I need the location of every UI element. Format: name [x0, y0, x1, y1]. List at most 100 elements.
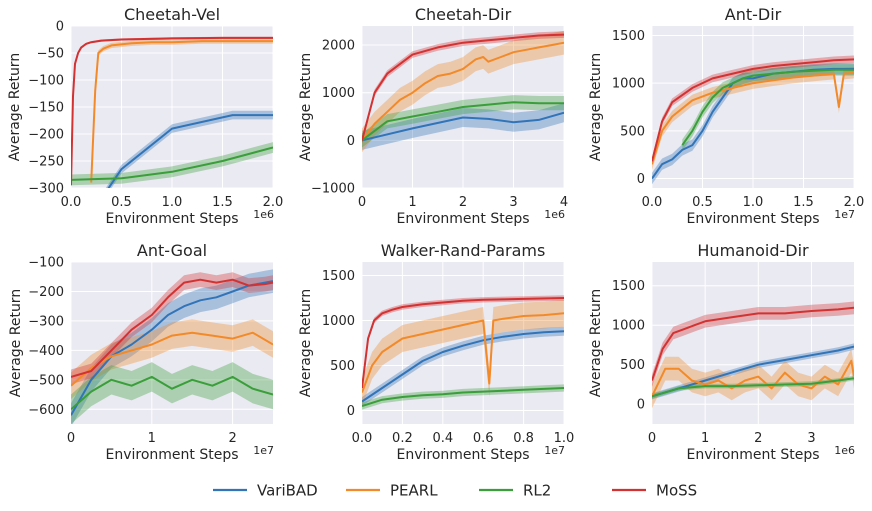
line-rl2 — [681, 68, 854, 146]
line-moss — [362, 33, 564, 141]
y-tick-label: −300 — [28, 182, 64, 197]
y-tick-label: 1000 — [322, 314, 355, 329]
chart-title: Cheetah-Vel — [124, 5, 220, 24]
x-tick-label: 2 — [228, 431, 236, 446]
band-rl2 — [652, 375, 854, 399]
series-group — [71, 269, 273, 424]
y-tick-label: −300 — [28, 314, 64, 329]
y-tick-label: 0 — [56, 20, 64, 35]
chart-title: Walker-Rand-Params — [381, 241, 546, 260]
y-axis-label: Average Return — [588, 53, 604, 161]
x-tick-label: 4 — [560, 195, 568, 210]
y-tick-label: 1000 — [612, 319, 645, 334]
band-varibad — [105, 110, 273, 188]
x-tick-label: 3 — [807, 431, 815, 446]
x-axis-label: Environment Steps — [105, 211, 238, 227]
y-axis-label: Average Return — [8, 289, 24, 397]
y-axis-label: Average Return — [298, 289, 314, 397]
x-tick-label: 2.0 — [263, 195, 284, 210]
line-pearl — [652, 71, 854, 165]
x-tick-label: 1.5 — [793, 195, 814, 210]
line-varibad — [362, 111, 564, 142]
y-tick-label: 1500 — [612, 279, 645, 294]
legend: VariBAD PEARL RL2 MoSS — [213, 482, 697, 500]
series-group — [652, 55, 854, 185]
x-tick-label: 2.0 — [844, 195, 865, 210]
x-tick-label: 0.5 — [692, 195, 713, 210]
y-tick-label: −600 — [28, 403, 64, 418]
line-pearl — [90, 40, 273, 183]
subplot-3: 0.0 0.5 1.0 1.5 2.0 0 500 1000 1500 1e7 Environmen… — [588, 5, 864, 227]
chart-title: Cheetah-Dir — [415, 5, 512, 24]
line-moss — [362, 297, 564, 389]
line-pearl — [362, 312, 564, 393]
legend-label-moss: MoSS — [656, 482, 697, 500]
band-varibad — [362, 103, 564, 150]
x-tick-label: 1 — [148, 431, 156, 446]
x-tick-label: 0.0 — [352, 431, 373, 446]
chart-title: Ant-Dir — [725, 5, 782, 24]
y-tick-label: −200 — [28, 285, 64, 300]
y-tick-label: 0 — [347, 404, 355, 419]
x-tick-label: 0.0 — [61, 195, 82, 210]
legend-label-pearl: PEARL — [390, 482, 438, 500]
x-tick-label: 0.8 — [513, 431, 534, 446]
y-axis-label: Average Return — [7, 53, 23, 161]
x-scale-label: 1e6 — [834, 444, 855, 457]
y-tick-label: 1000 — [612, 77, 645, 92]
x-tick-label: 1.0 — [162, 195, 183, 210]
legend-label-varibad: VariBAD — [257, 482, 318, 500]
y-tick-label: −500 — [28, 373, 64, 388]
line-rl2 — [71, 375, 273, 411]
x-tick-label: 1.5 — [212, 195, 233, 210]
y-tick-label: −200 — [28, 128, 64, 143]
line-pearl — [362, 41, 564, 142]
band-pearl — [362, 299, 564, 406]
x-scale-label: 1e7 — [544, 444, 565, 457]
x-tick-label: 1.0 — [554, 431, 575, 446]
y-tick-label: −250 — [28, 155, 64, 170]
line-varibad — [652, 345, 854, 398]
y-tick-label: −1000 — [311, 182, 355, 197]
x-scale-label: 1e7 — [834, 208, 855, 221]
x-axis-label: Environment Steps — [105, 447, 238, 463]
x-tick-label: 2 — [459, 195, 467, 210]
subplot-4: 0 1 2 −600 −500 −400 −300 −200 −100 1e7 Environmen… — [8, 241, 274, 463]
x-tick-label: 2 — [754, 431, 762, 446]
line-rl2 — [652, 377, 854, 398]
x-scale-label: 1e7 — [253, 444, 274, 457]
x-axis-label: Environment Steps — [686, 211, 819, 227]
x-scale-label: 1e6 — [253, 208, 274, 221]
band-pearl — [652, 67, 854, 170]
line-pearl — [71, 331, 273, 387]
x-tick-label: 1 — [701, 431, 709, 446]
x-scale-label: 1e6 — [544, 208, 565, 221]
line-moss — [652, 306, 854, 381]
x-tick-label: 3 — [509, 195, 517, 210]
y-tick-label: 1500 — [612, 29, 645, 44]
x-tick-label: 1 — [408, 195, 416, 210]
x-axis-label: Environment Steps — [396, 211, 529, 227]
line-moss — [71, 278, 273, 378]
y-tick-label: 2000 — [322, 39, 355, 54]
series-group — [652, 301, 854, 409]
line-rl2 — [362, 101, 564, 142]
chart-title: Ant-Goal — [137, 241, 207, 260]
x-tick-label: 0.2 — [392, 431, 413, 446]
band-pearl — [362, 30, 564, 153]
y-tick-label: −50 — [37, 47, 64, 62]
x-tick-label: 0.5 — [111, 195, 132, 210]
band-rl2 — [362, 95, 564, 148]
line-varibad — [362, 330, 564, 403]
x-tick-label: 0 — [358, 195, 366, 210]
series-group — [362, 30, 564, 153]
legend-label-rl2: RL2 — [523, 482, 551, 500]
y-tick-label: 0 — [347, 134, 355, 149]
band-pearl — [71, 319, 273, 399]
x-tick-label: 1.0 — [743, 195, 764, 210]
y-tick-label: −400 — [28, 344, 64, 359]
y-tick-label: 500 — [330, 359, 355, 374]
subplot-6: 0 1 2 3 0 500 1000 1500 1e6 Environment Steps Aver… — [588, 241, 855, 463]
band-rl2 — [71, 142, 273, 186]
